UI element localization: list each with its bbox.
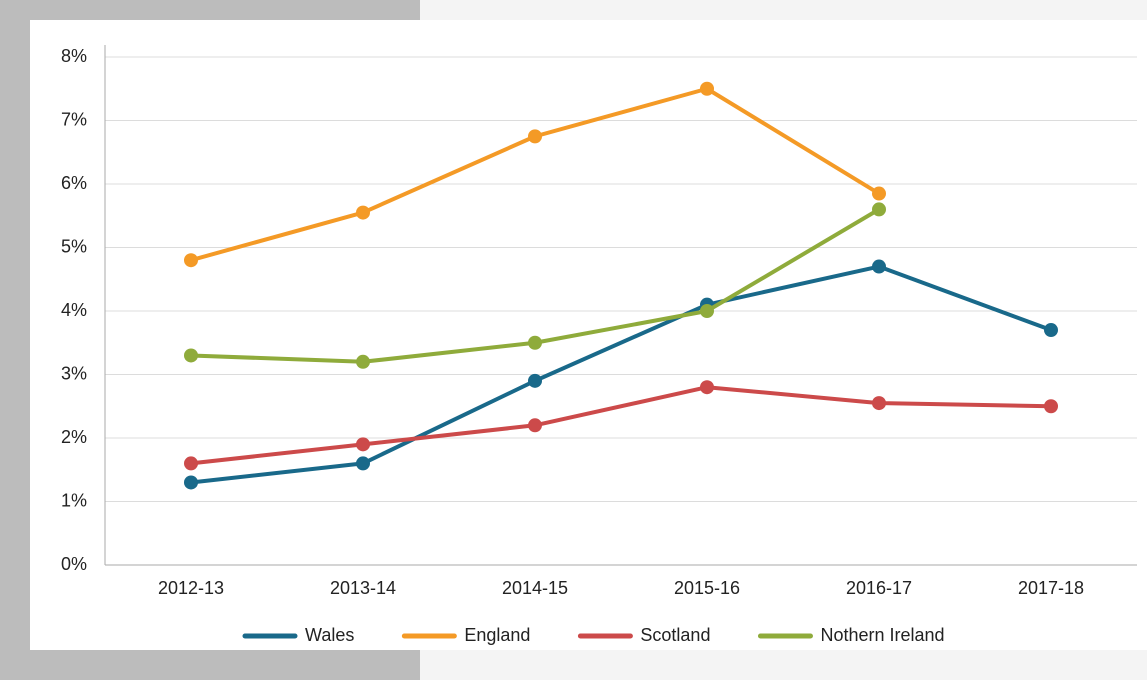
data-point	[528, 418, 542, 433]
data-point	[356, 354, 370, 369]
y-tick-label: 7%	[61, 109, 87, 129]
data-point	[184, 456, 198, 471]
data-point	[1044, 399, 1058, 414]
legend-label: Wales	[305, 625, 354, 645]
data-point	[184, 253, 198, 268]
x-tick-label: 2015-16	[674, 578, 740, 598]
data-point	[872, 396, 886, 411]
x-tick-label: 2017-18	[1018, 578, 1084, 598]
data-point	[872, 186, 886, 201]
y-tick-label: 6%	[61, 173, 87, 193]
data-point	[872, 202, 886, 217]
data-point	[700, 304, 714, 318]
x-tick-label: 2014-15	[502, 578, 568, 598]
series-line	[190, 264, 1052, 485]
x-tick-label: 2013-14	[330, 578, 396, 598]
x-tick-label: 2016-17	[846, 578, 912, 598]
data-point	[700, 380, 714, 395]
data-point	[700, 81, 714, 96]
x-tick-label: 2012-13	[158, 578, 224, 598]
data-point	[528, 129, 542, 144]
data-point	[184, 348, 198, 363]
y-tick-label: 4%	[61, 300, 87, 320]
y-tick-label: 8%	[61, 46, 87, 66]
data-point	[356, 437, 370, 452]
data-point	[356, 205, 370, 220]
panel	[30, 20, 1147, 650]
legend-label: Scotland	[640, 625, 710, 645]
data-point	[528, 335, 542, 350]
legend-label: Nothern Ireland	[820, 625, 944, 645]
y-tick-label: 5%	[61, 236, 87, 256]
legend-label: England	[464, 625, 530, 645]
series-line	[190, 385, 1052, 466]
data-point	[528, 373, 542, 388]
data-point	[872, 259, 886, 274]
data-point	[356, 456, 370, 471]
data-point	[184, 475, 198, 490]
y-tick-label: 0%	[61, 554, 87, 574]
y-tick-label: 1%	[61, 490, 87, 510]
y-tick-label: 2%	[61, 427, 87, 447]
y-tick-label: 3%	[61, 363, 87, 383]
data-point	[1044, 323, 1058, 338]
